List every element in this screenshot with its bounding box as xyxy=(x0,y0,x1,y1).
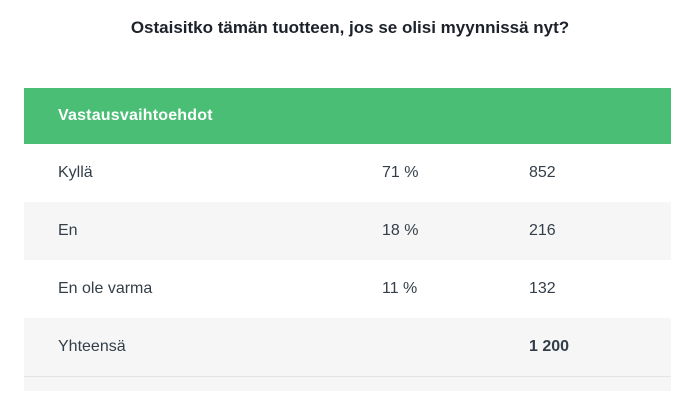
column-header-answers: Vastausvaihtoehdot xyxy=(58,107,213,124)
total-count: 1 200 xyxy=(529,338,570,355)
row-label: En ole varma xyxy=(58,280,153,297)
row-percent: 71 % xyxy=(382,164,419,181)
table-row: En 18 % 216 xyxy=(24,202,671,260)
row-count: 852 xyxy=(529,164,556,181)
row-label: En xyxy=(58,222,78,239)
table-row: En ole varma 11 % 132 xyxy=(24,260,671,318)
row-count: 216 xyxy=(529,222,556,239)
row-label: Kyllä xyxy=(58,164,93,181)
chart-title: Ostaisitko tämän tuotteen, jos se olisi … xyxy=(130,18,570,37)
total-label: Yhteensä xyxy=(58,338,126,355)
table-header: Vastausvaihtoehdot xyxy=(24,88,671,144)
row-percent: 18 % xyxy=(382,222,419,239)
row-count: 132 xyxy=(529,280,556,297)
table-row: Kyllä 71 % 852 xyxy=(24,144,671,202)
row-percent: 11 % xyxy=(382,280,418,297)
results-table: Vastausvaihtoehdot Kyllä 71 % 852 En 18 … xyxy=(24,88,671,391)
total-row: Yhteensä 1 200 xyxy=(24,318,671,376)
table-footer-spacer xyxy=(24,376,671,391)
